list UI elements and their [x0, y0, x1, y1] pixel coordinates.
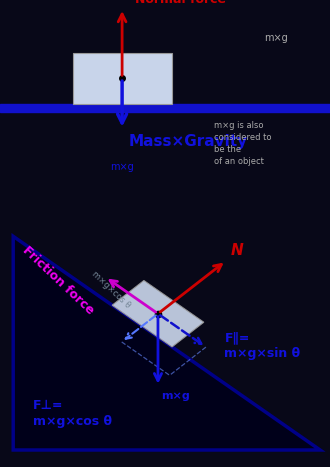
Text: F∥=
m×g×sin θ: F∥= m×g×sin θ [224, 331, 301, 360]
Text: F⊥=
m×g×cos θ: F⊥= m×g×cos θ [33, 399, 112, 428]
Text: m×g: m×g [110, 162, 134, 172]
Bar [73, 53, 172, 104]
Text: m×g: m×g [264, 33, 288, 43]
Text: m×g×cos θ: m×g×cos θ [90, 270, 132, 310]
Text: Normal force: Normal force [135, 0, 226, 6]
Text: N: N [231, 243, 244, 258]
Bar [0, 104, 330, 112]
Text: Mass×Gravity: Mass×Gravity [129, 134, 248, 149]
Text: Friction force: Friction force [20, 244, 96, 317]
Polygon shape [112, 281, 204, 347]
Text: m×g is also
considered to
be the
of an object: m×g is also considered to be the of an o… [214, 121, 272, 166]
Text: m×g: m×g [161, 391, 190, 402]
Polygon shape [13, 236, 320, 450]
